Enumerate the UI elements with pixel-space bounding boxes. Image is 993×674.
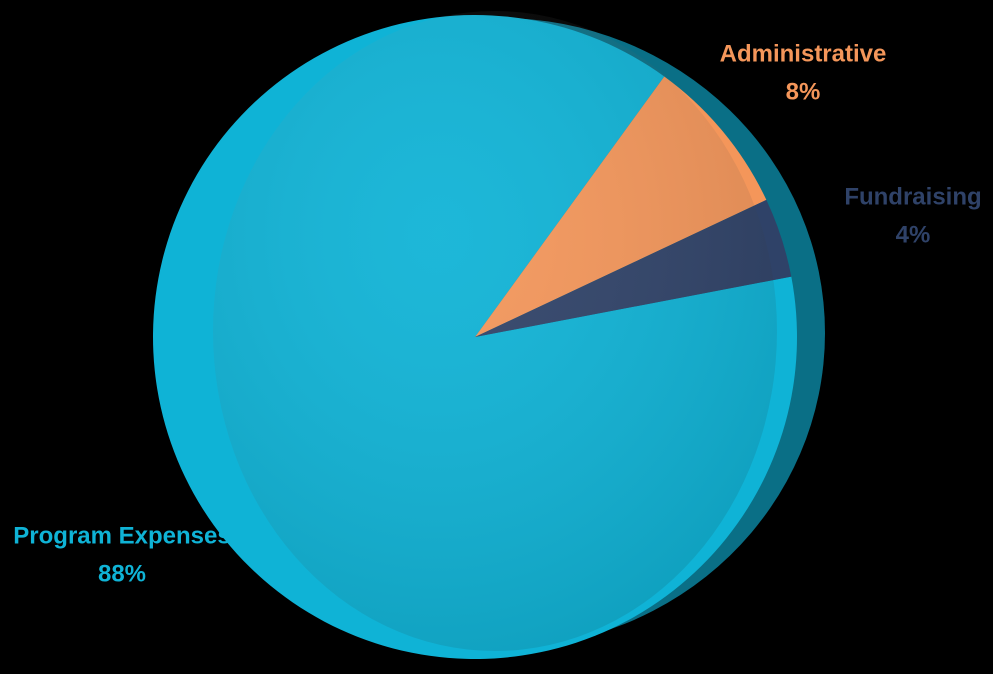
slice-label: Program Expenses (13, 522, 230, 549)
slice-label: Fundraising (844, 183, 981, 210)
labels: Program Expenses 88% Administrative 8% Fundr… (13, 40, 981, 587)
slices (152, 14, 797, 659)
value-label: 4% (896, 221, 931, 248)
value-label: 8% (786, 78, 821, 105)
slice-label: Administrative (720, 40, 887, 67)
value-label: 88% (98, 560, 146, 587)
